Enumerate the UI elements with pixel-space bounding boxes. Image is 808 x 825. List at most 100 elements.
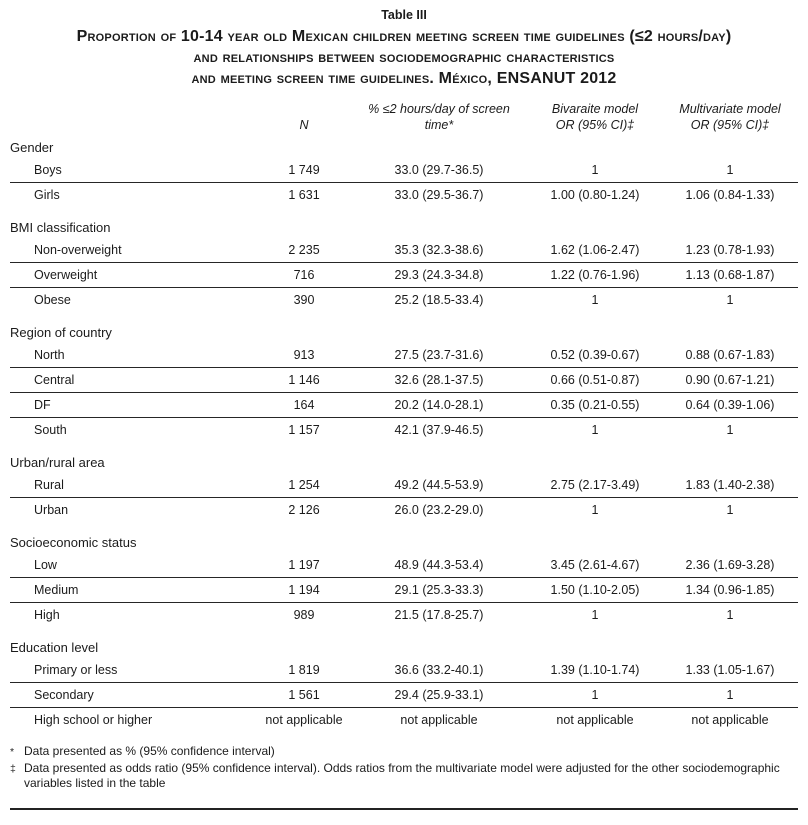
row-label: North [10, 343, 258, 368]
table-row: Urban 2 126 26.0 (23.2-29.0) 1 1 [10, 498, 798, 523]
cell-bivariate: 1 [528, 158, 662, 183]
cell-n: 989 [293, 608, 315, 622]
header-n-label: N [299, 118, 309, 132]
cell-percent: 29.3 (24.3-34.8) [350, 262, 528, 288]
table-row: Secondary 1 561 29.4 (25.9-33.1) 1 1 [10, 682, 798, 708]
row-label: Medium [10, 577, 258, 603]
cell-multivariate: 1 [726, 423, 734, 437]
cell-bivariate: 1.62 (1.06-2.47) [528, 238, 662, 263]
header-percent-line1: % ≤2 hours/day of screen [368, 102, 510, 116]
cell-bivariate: 0.35 (0.21-0.55) [528, 392, 662, 418]
row-label: Central [10, 367, 258, 393]
table-row: Obese 390 25.2 (18.5-33.4) 1 1 [10, 288, 798, 313]
cell-percent: 35.3 (32.3-38.6) [350, 238, 528, 263]
table-title: Proportion of 10-14 year old Mexican chi… [10, 26, 798, 89]
table-row: Primary or less 1 819 36.6 (33.2-40.1) 1… [10, 658, 798, 683]
cell-bivariate: 1.39 (1.10-1.74) [528, 658, 662, 683]
table-number-label: Table III [381, 8, 427, 22]
cell-bivariate: 1 [591, 293, 599, 307]
cell-n: 164 [258, 392, 350, 418]
header-empty [10, 101, 258, 135]
row-label: Girls [34, 188, 60, 202]
cell-multivariate: not applicable [691, 713, 769, 727]
row-label: High school or higher [34, 713, 153, 727]
header-multivariate-line2: OR (95% CI)‡ [690, 118, 770, 132]
cell-multivariate: 1.13 (0.68-1.87) [662, 262, 798, 288]
row-label: Urban [34, 503, 69, 517]
cell-bivariate: 0.66 (0.51-0.87) [528, 367, 662, 393]
cell-percent: 21.5 (17.8-25.7) [394, 608, 484, 622]
cell-multivariate: 0.90 (0.67-1.21) [662, 367, 798, 393]
cell-n: 716 [258, 262, 350, 288]
header-multivariate: Multivariate model OR (95% CI)‡ [662, 101, 798, 135]
row-label: Primary or less [10, 658, 258, 683]
table-body: Gender Boys 1 749 33.0 (29.7-36.5) 1 1 G… [10, 135, 798, 732]
cell-bivariate: 3.45 (2.61-4.67) [528, 553, 662, 578]
cell-n: not applicable [265, 713, 343, 727]
cell-percent: not applicable [400, 713, 478, 727]
group-label: Socioeconomic status [10, 535, 137, 550]
cell-percent: 36.6 (33.2-40.1) [350, 658, 528, 683]
footnote-text: Data presented as % (95% confidence inte… [24, 744, 275, 758]
group-label: Urban/rural area [10, 455, 105, 470]
header-multivariate-line1: Multivariate model [679, 102, 781, 116]
table-row: Girls 1 631 33.0 (29.5-36.7) 1.00 (0.80-… [10, 183, 798, 208]
header-n: N [258, 101, 350, 135]
row-label: Non-overweight [10, 238, 258, 263]
cell-multivariate: 1.06 (0.84-1.33) [685, 188, 775, 202]
cell-percent: 32.6 (28.1-37.5) [350, 367, 528, 393]
header-bivariate-line1: Bivaraite model [551, 102, 639, 116]
group-row-region: Region of country [10, 312, 798, 343]
row-label: Boys [10, 158, 258, 183]
header-bivariate-line2: OR (95% CI)‡ [555, 118, 635, 132]
cell-multivariate: 1 [726, 293, 734, 307]
data-table: N % ≤2 hours/day of screen time* Bivarai… [10, 101, 798, 732]
group-label: BMI classification [10, 220, 111, 235]
cell-percent: 26.0 (23.2-29.0) [394, 503, 484, 517]
cell-percent: 48.9 (44.3-53.4) [350, 553, 528, 578]
cell-n: 1 157 [288, 423, 320, 437]
cell-percent: 25.2 (18.5-33.4) [394, 293, 484, 307]
header-percent: % ≤2 hours/day of screen time* [350, 101, 528, 135]
cell-multivariate: 2.36 (1.69-3.28) [662, 553, 798, 578]
cell-bivariate: 1 [591, 503, 599, 517]
cell-percent: 29.4 (25.9-33.1) [350, 682, 528, 708]
cell-n: 1 254 [258, 473, 350, 498]
group-label: Gender [10, 140, 54, 155]
cell-multivariate: 1.33 (1.05-1.67) [662, 658, 798, 683]
cell-bivariate: 1.50 (1.10-2.05) [528, 577, 662, 603]
table-row: DF 164 20.2 (14.0-28.1) 0.35 (0.21-0.55)… [10, 392, 798, 418]
group-row-urban-rural: Urban/rural area [10, 442, 798, 473]
cell-n: 390 [293, 293, 315, 307]
table-title-line-2: and relationships between sociodemograph… [193, 49, 615, 66]
table-row: Boys 1 749 33.0 (29.7-36.5) 1 1 [10, 158, 798, 183]
cell-multivariate: 1 [662, 682, 798, 708]
cell-percent: 42.1 (37.9-46.5) [394, 423, 484, 437]
cell-n: 1 819 [258, 658, 350, 683]
footnote-text: Data presented as odds ratio (95% confid… [24, 760, 780, 791]
header-bivariate: Bivaraite model OR (95% CI)‡ [528, 101, 662, 135]
cell-n: 2 235 [258, 238, 350, 263]
cell-multivariate: 1 [662, 158, 798, 183]
cell-bivariate: 1.22 (0.76-1.96) [528, 262, 662, 288]
table-row: South 1 157 42.1 (37.9-46.5) 1 1 [10, 418, 798, 443]
cell-n: 1 194 [258, 577, 350, 603]
cell-n: 1 631 [288, 188, 320, 202]
cell-bivariate: 1 [591, 423, 599, 437]
cell-multivariate: 0.88 (0.67-1.83) [662, 343, 798, 368]
row-label: High [34, 608, 60, 622]
table-row: Medium 1 194 29.1 (25.3-33.3) 1.50 (1.10… [10, 577, 798, 603]
group-row-gender: Gender [10, 135, 798, 158]
cell-multivariate: 1 [726, 503, 734, 517]
row-label: Low [10, 553, 258, 578]
table-row: Low 1 197 48.9 (44.3-53.4) 3.45 (2.61-4.… [10, 553, 798, 578]
cell-multivariate: 1.83 (1.40-2.38) [662, 473, 798, 498]
cell-multivariate: 1 [726, 608, 734, 622]
cell-n: 1 146 [258, 367, 350, 393]
cell-n: 1 561 [258, 682, 350, 708]
row-label: DF [10, 392, 258, 418]
cell-multivariate: 0.64 (0.39-1.06) [662, 392, 798, 418]
cell-bivariate: 2.75 (2.17-3.49) [528, 473, 662, 498]
cell-bivariate: not applicable [556, 713, 634, 727]
